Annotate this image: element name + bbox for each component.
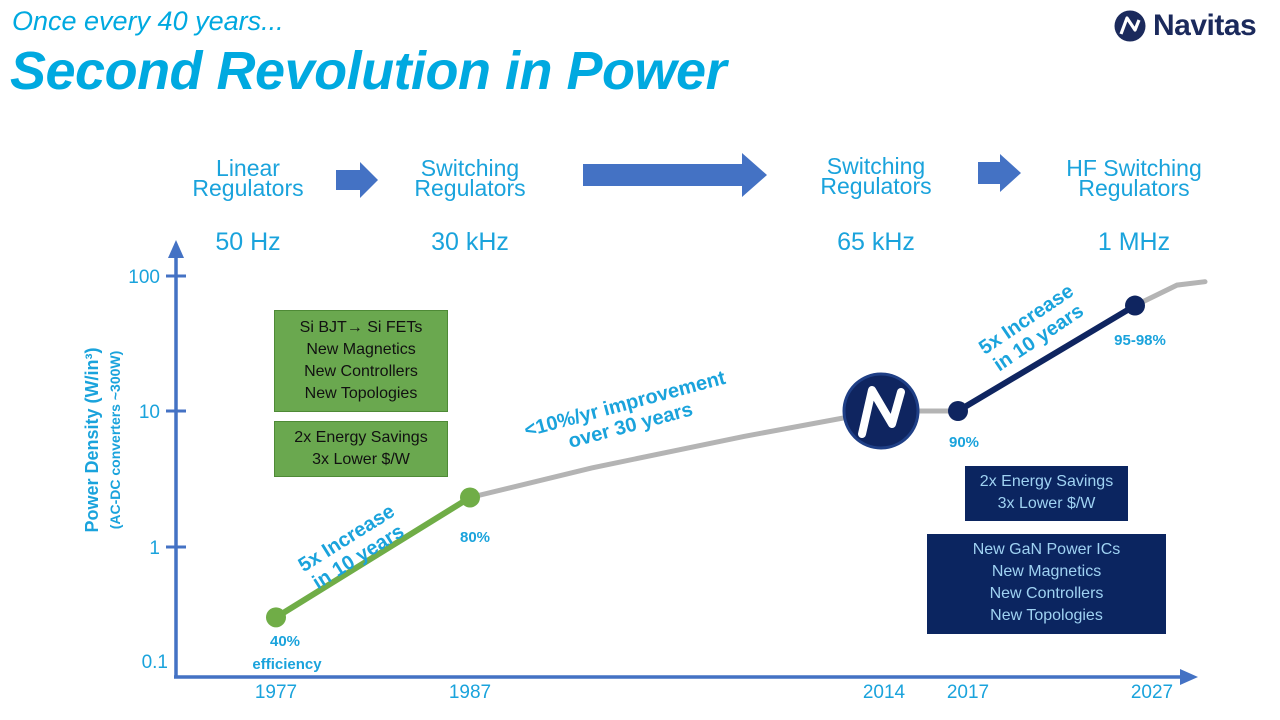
x-tick-label-2014: 2014	[863, 682, 906, 703]
stage-freq-50hz: 50 Hz	[215, 228, 281, 256]
navy-box-technologies: New GaN Power ICs New Magnetics New Cont…	[927, 534, 1166, 634]
slide-subtitle: Once every 40 years...	[12, 6, 284, 36]
point-label-efficiency: efficiency	[252, 656, 322, 673]
navy-box-line-4: New Topologies	[990, 607, 1103, 624]
y-tick-label-10: 10	[139, 402, 160, 423]
data-point-2027	[1125, 295, 1145, 316]
series-line-navy	[955, 302, 1138, 414]
green-savings-line-2: 3x Lower $/W	[312, 451, 410, 468]
x-tick-label-2017: 2017	[947, 682, 989, 703]
series-line-gray-tail	[1132, 279, 1208, 309]
point-label-80pct: 80%	[460, 529, 490, 546]
brand-name: Navitas	[1153, 9, 1257, 42]
green-savings-line-1: 2x Energy Savings	[294, 429, 428, 446]
brand-logo: Navitas	[1114, 8, 1257, 44]
green-box-line-4: New Topologies	[304, 385, 418, 402]
green-box-line-1: Si BJT→ Si FETs	[299, 319, 423, 336]
y-axis-sublabel: (AC-DC converters ~300W)	[107, 351, 123, 530]
point-label-40pct: 40%	[270, 633, 300, 650]
navitas-badge-icon	[842, 372, 920, 450]
data-point-2017	[948, 401, 968, 421]
stage-arrow-1	[336, 162, 378, 198]
navitas-n-icon	[1114, 10, 1146, 42]
stage-freq-1mhz: 1 MHz	[1097, 228, 1171, 256]
x-tick-label-1987: 1987	[449, 682, 491, 703]
y-axis-label: Power Density (W/in³)	[82, 347, 102, 532]
navy-savings-line-1: 2x Energy Savings	[979, 473, 1114, 490]
stage-label-linear: Linear Regulators	[192, 155, 304, 201]
stage-arrow-3	[978, 154, 1021, 192]
y-axis-arrowhead	[168, 240, 184, 258]
green-box-technologies: Si BJT→ Si FETs New Magnetics New Contro…	[274, 310, 448, 412]
navy-box-line-3: New Controllers	[989, 585, 1104, 602]
x-axis-arrowhead	[1180, 669, 1198, 685]
stage-label-switching-2: Switching Regulators	[820, 153, 932, 199]
navy-box-savings: 2x Energy Savings 3x Lower $/W	[965, 466, 1128, 521]
y-tick-label-100: 100	[128, 267, 160, 288]
point-label-95-98pct: 95-98%	[1114, 332, 1166, 349]
green-box-line-3: New Controllers	[304, 363, 418, 380]
stage-arrow-2	[583, 153, 767, 197]
y-tick-label-1: 1	[149, 538, 160, 559]
x-tick-label-1977: 1977	[255, 682, 297, 703]
navy-box-line-2: New Magnetics	[991, 563, 1102, 580]
x-tick-label-2027: 2027	[1131, 682, 1173, 703]
series-line-green	[273, 494, 473, 621]
data-point-1987	[460, 487, 480, 508]
navy-box-line-1: New GaN Power ICs	[972, 541, 1121, 558]
green-box-line-2: New Magnetics	[306, 341, 416, 358]
data-point-1977	[266, 607, 286, 628]
stage-label-hf-switching: HF Switching Regulators	[1066, 155, 1202, 201]
point-label-90pct: 90%	[949, 434, 979, 451]
stage-label-switching-1: Switching Regulators	[414, 155, 526, 201]
y-tick-label-0.1: 0.1	[142, 652, 168, 673]
navy-savings-line-2: 3x Lower $/W	[997, 495, 1096, 512]
slide-title: Second Revolution in Power	[10, 41, 727, 101]
green-box-savings: 2x Energy Savings 3x Lower $/W	[274, 421, 448, 477]
stage-freq-65khz: 65 kHz	[837, 228, 915, 256]
stage-freq-30khz: 30 kHz	[431, 228, 509, 256]
